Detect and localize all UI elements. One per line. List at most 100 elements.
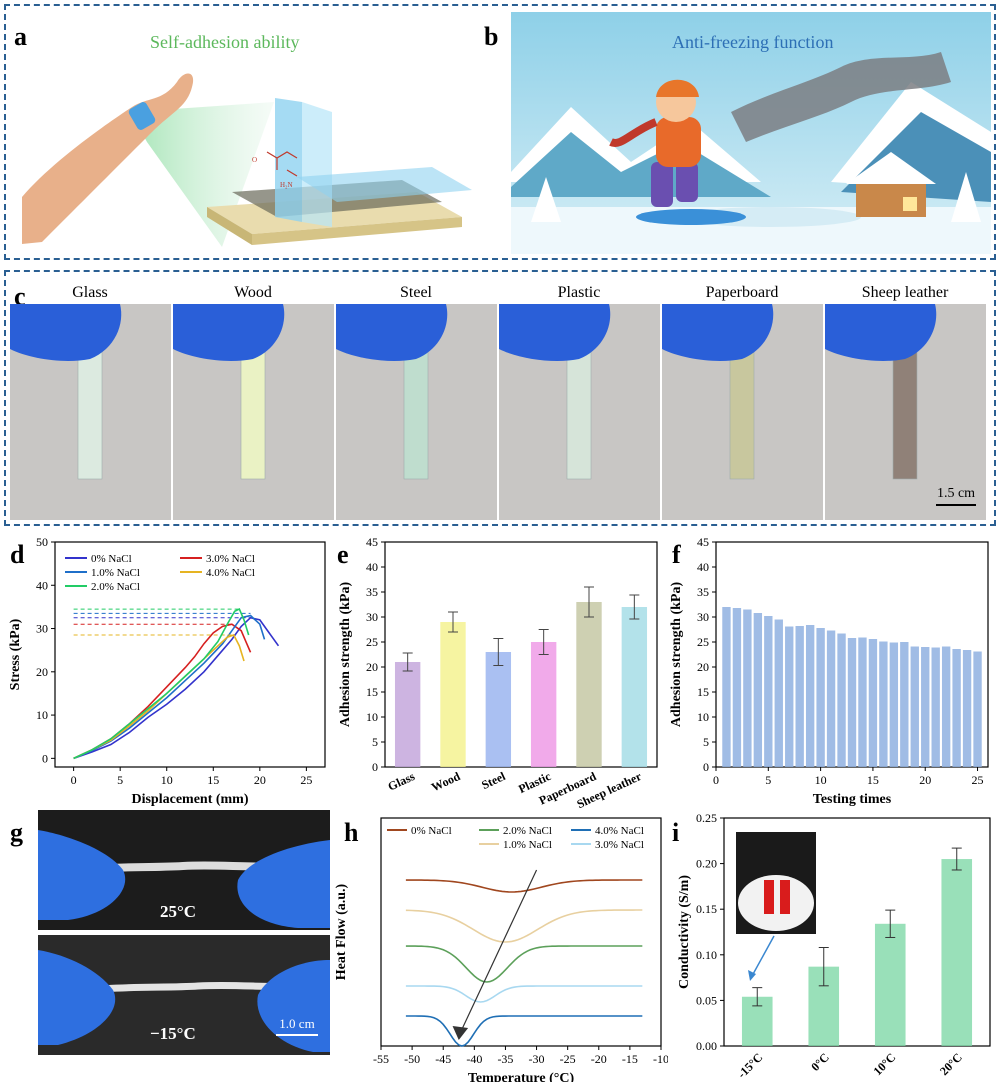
photo-sheep-leather xyxy=(825,304,986,520)
y-tick-label: 0.20 xyxy=(696,857,717,871)
legend-label-2-0-nacl: 2.0% NaCl xyxy=(503,825,552,837)
dsc-heat-flow-chart: -55 -50 -45 -40 -35 -30 -25 -20 -15 -10 Temperatur… xyxy=(334,817,668,1082)
anti-freezing-illustration xyxy=(511,12,991,254)
x-tick-label: 5 xyxy=(765,773,771,787)
inset-pointer-head xyxy=(748,970,756,981)
bar-test-14 xyxy=(858,637,867,767)
dsc-curve-0-nacl xyxy=(405,879,643,893)
panel-label-g: g xyxy=(10,818,23,847)
bar-20-c xyxy=(941,859,973,1046)
category-label-20-c: 20°C xyxy=(937,1050,965,1078)
self-adhesion-illustration: H₂N O xyxy=(22,73,472,247)
scale-bar-c: 1.5 cm xyxy=(936,486,976,506)
bar-test-12 xyxy=(837,633,846,767)
hanging-sample xyxy=(403,343,429,480)
bar-test-24 xyxy=(962,650,972,767)
series-line-4-0-nacl xyxy=(73,634,245,760)
scale-bar-g: 1.0 cm xyxy=(276,1016,318,1036)
category-label-10-c: 10°C xyxy=(870,1050,898,1078)
x-tick-label: 10 xyxy=(815,773,827,787)
y-tick-label: 10 xyxy=(697,710,709,724)
y-axis-label: Adhesion strength (kPa) xyxy=(669,582,684,728)
photo-wood xyxy=(173,304,334,520)
dsc-curve-4-0-nacl xyxy=(405,1015,643,1047)
inset-pointer xyxy=(751,935,775,977)
x-axis-label: Temperature (°C) xyxy=(468,1071,575,1082)
x-axis-label: Testing times xyxy=(813,792,892,807)
category-label-15-c: -15°C xyxy=(735,1050,766,1081)
stress-displacement-chart: 0 10 20 30 40 50 0 5 10 15 20 25 Displacement (mm) St… xyxy=(8,535,326,807)
dsc-curve-2-0-nacl xyxy=(405,945,643,983)
bar-test-19 xyxy=(910,646,919,767)
bar-test-11 xyxy=(826,630,836,767)
y-tick-label: 0.15 xyxy=(696,902,717,916)
temp-label-top: 25°C xyxy=(160,902,197,921)
legend-label-4-0-nacl: 4.0% NaCl xyxy=(595,825,644,837)
y-axis-label: Stress (kPa) xyxy=(8,618,23,690)
material-label-wood: Wood xyxy=(234,284,272,301)
y-tick-label: 30 xyxy=(697,610,709,624)
bar-steel xyxy=(485,652,512,767)
x-tick-label: -35 xyxy=(497,1052,513,1066)
x-tick-label: -30 xyxy=(529,1052,545,1066)
y-tick-label: 0.05 xyxy=(696,993,717,1007)
legend-label-3-0-nacl: 3.0% NaCl xyxy=(595,839,644,851)
hanging-sample xyxy=(892,343,918,480)
x-tick-label: 10 xyxy=(161,773,173,787)
x-tick-label: -50 xyxy=(404,1052,420,1066)
gloved-hand xyxy=(499,304,611,361)
bar-test-17 xyxy=(889,642,899,767)
y-tick-label: 0 xyxy=(372,760,378,774)
bar-test-15 xyxy=(868,639,878,767)
legend-label-1-0-nacl: 1.0% NaCl xyxy=(503,839,552,851)
y-tick-label: 15 xyxy=(697,685,709,699)
x-tick-label: -25 xyxy=(560,1052,576,1066)
x-tick-label: -10 xyxy=(653,1052,668,1066)
temp-label-bottom: −15°C xyxy=(150,1024,196,1043)
bar-10-c xyxy=(874,923,906,1046)
y-tick-label: 0.10 xyxy=(696,948,717,962)
y-axis-label: Adhesion strength (kPa) xyxy=(338,582,353,728)
gloved-hand xyxy=(173,304,285,361)
series-line-0-nacl xyxy=(73,616,280,760)
x-tick-label: 15 xyxy=(207,773,219,787)
bar-test-18 xyxy=(900,642,909,767)
y-tick-label: 20 xyxy=(366,660,378,674)
gloved-hand xyxy=(825,304,937,361)
bar-test-22 xyxy=(941,646,951,767)
legend-label-4-0-nacl: 4.0% NaCl xyxy=(206,567,255,579)
plot-frame xyxy=(384,541,658,768)
photo-plastic xyxy=(499,304,660,520)
y-tick-label: 15 xyxy=(366,685,378,699)
y-tick-label: 30 xyxy=(366,610,378,624)
plot-frame xyxy=(723,817,991,1047)
panel-label-e: e xyxy=(337,540,349,569)
y-tick-label: 30 xyxy=(36,622,48,636)
material-label-paperboard: Paperboard xyxy=(705,284,779,301)
x-tick-label: 15 xyxy=(867,773,879,787)
y-tick-label: 25 xyxy=(697,635,709,649)
inset-clip-right xyxy=(780,880,790,914)
x-tick-label: 25 xyxy=(300,773,312,787)
conductivity-chart: 0.00 0.05 0.10 0.15 0.20 0.25 Conductivity (S/… xyxy=(677,811,991,1081)
x-tick-label: 25 xyxy=(972,773,984,787)
series-line-1-0-nacl xyxy=(73,614,266,760)
bar-test-20 xyxy=(921,647,930,767)
y-tick-label: 10 xyxy=(366,710,378,724)
photo-glass xyxy=(10,304,171,520)
adhesion-strength-materials-chart: 0 5 10 15 20 25 30 35 40 45 Adhesion strength (kPa… xyxy=(338,535,658,810)
panel-label-d: d xyxy=(10,540,25,569)
category-label-wood: Wood xyxy=(429,769,462,795)
category-label-glass: Glass xyxy=(386,769,418,794)
x-tick-label: -55 xyxy=(373,1052,389,1066)
y-tick-label: 0.00 xyxy=(696,1039,717,1053)
x-tick-label: -15 xyxy=(622,1052,638,1066)
material-label-plastic: Plastic xyxy=(557,284,601,301)
legend-label-3-0-nacl: 3.0% NaCl xyxy=(206,553,255,565)
y-tick-label: 25 xyxy=(366,635,378,649)
scale-bar-c-label: 1.5 cm xyxy=(936,486,976,501)
x-tick-label: 20 xyxy=(254,773,266,787)
inset-clip-left xyxy=(764,880,774,914)
legend-label-0-nacl: 0% NaCl xyxy=(411,825,452,837)
scale-bar-g-label: 1.0 cm xyxy=(279,1016,315,1031)
